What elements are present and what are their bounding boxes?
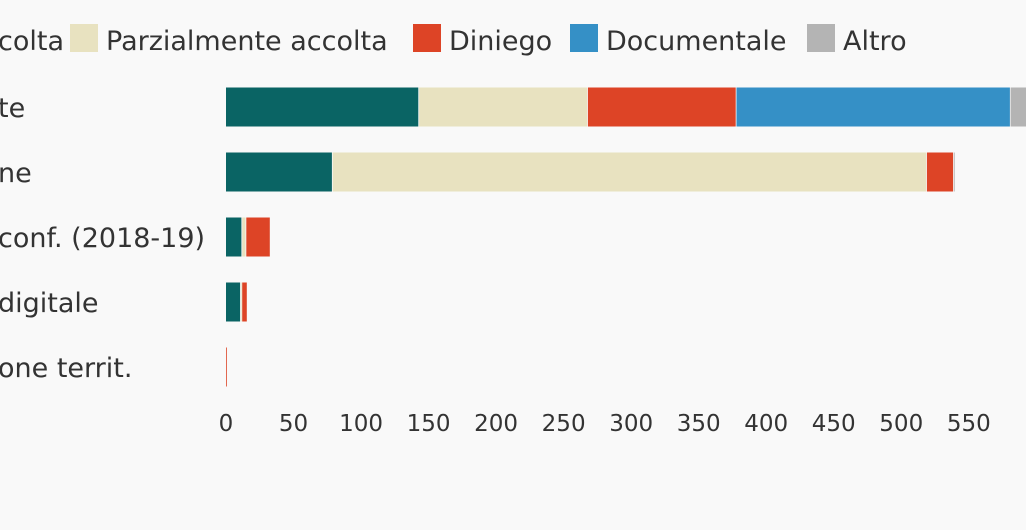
bars xyxy=(226,87,1026,387)
legend-swatch-5 xyxy=(807,24,835,52)
category-label-4: digitale xyxy=(0,288,99,319)
x-tick-label-8: 350 xyxy=(677,411,721,437)
bar-segment-row1-series1 xyxy=(226,87,419,127)
bar-segment-row4-series3 xyxy=(242,282,247,322)
x-tick-label-3: 100 xyxy=(339,411,383,437)
legend-label-2: Parzialmente accolta xyxy=(106,26,388,57)
bar-segment-row2-series5 xyxy=(953,152,955,192)
legend-label-3: Diniego xyxy=(449,26,552,57)
bar-segment-row1-series4 xyxy=(736,87,1010,127)
legend-label-5: Altro xyxy=(843,26,907,57)
x-tick-label-7: 300 xyxy=(609,411,653,437)
bar-segment-row4-series1 xyxy=(226,282,241,322)
x-tick-label-11: 500 xyxy=(879,411,923,437)
bar-segment-row1-series5 xyxy=(1010,87,1026,127)
legend-label-4: Documentale xyxy=(606,26,787,57)
bar-segment-row5-series3 xyxy=(226,347,227,387)
category-label-5: one territ. xyxy=(0,353,132,384)
x-axis: 0501001502002503003504004505005506 xyxy=(219,411,991,437)
x-tick-label-1: 0 xyxy=(219,411,234,437)
x-tick-label-6: 250 xyxy=(542,411,586,437)
legend-label-1: colta xyxy=(0,26,64,57)
x-tick-label-12: 550 xyxy=(947,411,991,437)
legend: colta Parzialmente accolta Diniego Document… xyxy=(0,24,907,57)
legend-swatch-3 xyxy=(413,24,441,52)
legend-swatch-4 xyxy=(570,24,598,52)
bar-segment-row1-series2 xyxy=(419,87,588,127)
bar-segment-row4-series2 xyxy=(240,282,242,322)
x-tick-label-10: 450 xyxy=(812,411,856,437)
x-tick-label-4: 150 xyxy=(407,411,451,437)
x-tick-label-2: 50 xyxy=(279,411,308,437)
category-label-2: ne xyxy=(0,158,32,189)
x-tick-label-5: 200 xyxy=(474,411,518,437)
x-tick-label-9: 400 xyxy=(744,411,788,437)
legend-swatch-2 xyxy=(70,24,98,52)
bar-segment-row3-series1 xyxy=(226,217,242,257)
category-labels: te ne conf. (2018-19) digitale one territ. xyxy=(0,93,205,384)
bar-segment-row2-series1 xyxy=(226,152,332,192)
bar-segment-row3-series3 xyxy=(246,217,270,257)
bar-segment-row2-series3 xyxy=(926,152,954,192)
bar-segment-row2-series2 xyxy=(332,152,927,192)
category-label-1: te xyxy=(0,93,25,124)
bar-segment-row1-series3 xyxy=(587,87,736,127)
bar-segment-row3-series2 xyxy=(242,217,246,257)
category-label-3: conf. (2018-19) xyxy=(0,223,205,254)
